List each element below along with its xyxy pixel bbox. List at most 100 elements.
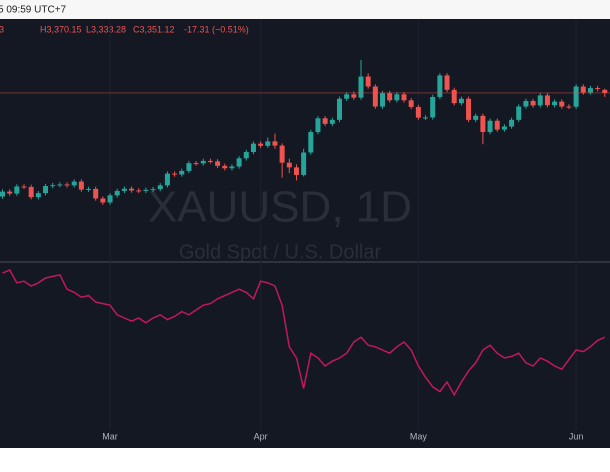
candle-body xyxy=(179,170,185,175)
candle-body xyxy=(86,188,92,190)
candle-body xyxy=(157,185,163,190)
candle-body xyxy=(114,190,120,196)
candle-body xyxy=(293,167,299,175)
candle-body xyxy=(408,100,414,107)
candle-body xyxy=(265,141,271,146)
candle-body xyxy=(523,100,529,107)
candle-body xyxy=(544,95,550,106)
candle-body xyxy=(595,88,601,90)
candle-body xyxy=(243,152,249,159)
candle-body xyxy=(336,98,342,120)
candle-body xyxy=(423,117,429,119)
chart-background xyxy=(0,19,610,448)
candle-body xyxy=(35,193,41,198)
candle-body xyxy=(466,98,472,120)
candle-body xyxy=(129,188,135,191)
bottom-strip xyxy=(0,448,610,472)
candle-body xyxy=(301,152,307,175)
candle-body xyxy=(380,93,386,107)
candle-body xyxy=(0,191,5,197)
candle-body xyxy=(401,94,407,101)
candle-body xyxy=(193,163,199,165)
candle-body xyxy=(509,119,515,127)
candle-body xyxy=(537,95,543,106)
candle-body xyxy=(250,143,256,153)
candle-body xyxy=(258,143,264,146)
candle-body xyxy=(93,188,99,199)
candle-body xyxy=(451,89,457,104)
candle-body xyxy=(100,198,106,203)
candle-body xyxy=(215,161,221,166)
candle-body xyxy=(236,158,242,167)
candle-body xyxy=(444,75,450,90)
candle-body xyxy=(222,165,228,169)
candle-body xyxy=(365,76,371,87)
candle-body xyxy=(372,86,378,107)
top-strip xyxy=(0,0,610,19)
candle-body xyxy=(143,189,149,191)
candle-body xyxy=(387,93,393,101)
candle-body xyxy=(50,185,56,187)
candle-body xyxy=(494,120,500,130)
candle-body xyxy=(7,191,13,194)
candle-body xyxy=(64,184,70,186)
candle-body xyxy=(480,115,486,133)
candle-body xyxy=(286,162,292,168)
candle-body xyxy=(229,166,235,169)
candle-body xyxy=(186,163,192,171)
candle-body xyxy=(430,96,436,118)
candle-body xyxy=(394,94,400,101)
candle-body xyxy=(308,132,314,153)
candle-body xyxy=(14,186,20,194)
x-tick-label: Jun xyxy=(569,431,584,441)
candle-body xyxy=(28,186,34,198)
candle-body xyxy=(272,141,278,146)
candle-body xyxy=(501,126,507,130)
candle-body xyxy=(164,173,170,186)
candle-body xyxy=(279,145,285,163)
candle-body xyxy=(415,106,421,118)
legend-change: -17.31 (−0.51%) xyxy=(184,24,249,34)
candle-body xyxy=(458,98,464,104)
candle-body xyxy=(172,173,178,175)
candle-body xyxy=(580,86,586,93)
candle-body xyxy=(602,89,608,93)
candle-body xyxy=(322,118,328,124)
candle-body xyxy=(559,101,565,107)
x-tick-label: May xyxy=(410,431,428,441)
candle-body xyxy=(437,75,443,97)
legend-high: H3,370.15 xyxy=(40,24,82,34)
candle-body xyxy=(351,94,357,98)
x-tick-label: Apr xyxy=(254,431,268,441)
candle-body xyxy=(358,76,364,98)
candle-body xyxy=(566,106,572,108)
candle-body xyxy=(43,186,49,194)
timestamp: 5 09:59 UTC+7 xyxy=(0,5,67,16)
x-tick-label: Mar xyxy=(102,431,118,441)
watermark-description: Gold Spot / U.S. Dollar xyxy=(179,241,382,263)
candle-body xyxy=(530,100,536,106)
candle-body xyxy=(487,120,493,133)
candle-body xyxy=(200,160,206,164)
candle-body xyxy=(473,115,479,120)
candle-body xyxy=(57,184,63,186)
candle-body xyxy=(107,195,113,203)
watermark-symbol: XAUUSD, 1D xyxy=(148,183,412,232)
candle-body xyxy=(552,101,558,106)
candle-body xyxy=(71,181,77,186)
candle-body xyxy=(78,181,84,190)
candle-body xyxy=(315,118,321,133)
candle-body xyxy=(344,94,350,99)
candle-body xyxy=(329,119,335,124)
indicator-line xyxy=(2,269,606,397)
candle-body xyxy=(21,186,27,188)
candle-body xyxy=(121,188,127,191)
candle-body xyxy=(150,189,156,191)
legend-low: L3,333.28 xyxy=(86,24,126,34)
candle-body xyxy=(587,88,593,93)
candle-body xyxy=(136,190,142,192)
candle-body xyxy=(207,160,213,162)
candle-body xyxy=(573,86,579,107)
candle-body xyxy=(516,106,522,120)
